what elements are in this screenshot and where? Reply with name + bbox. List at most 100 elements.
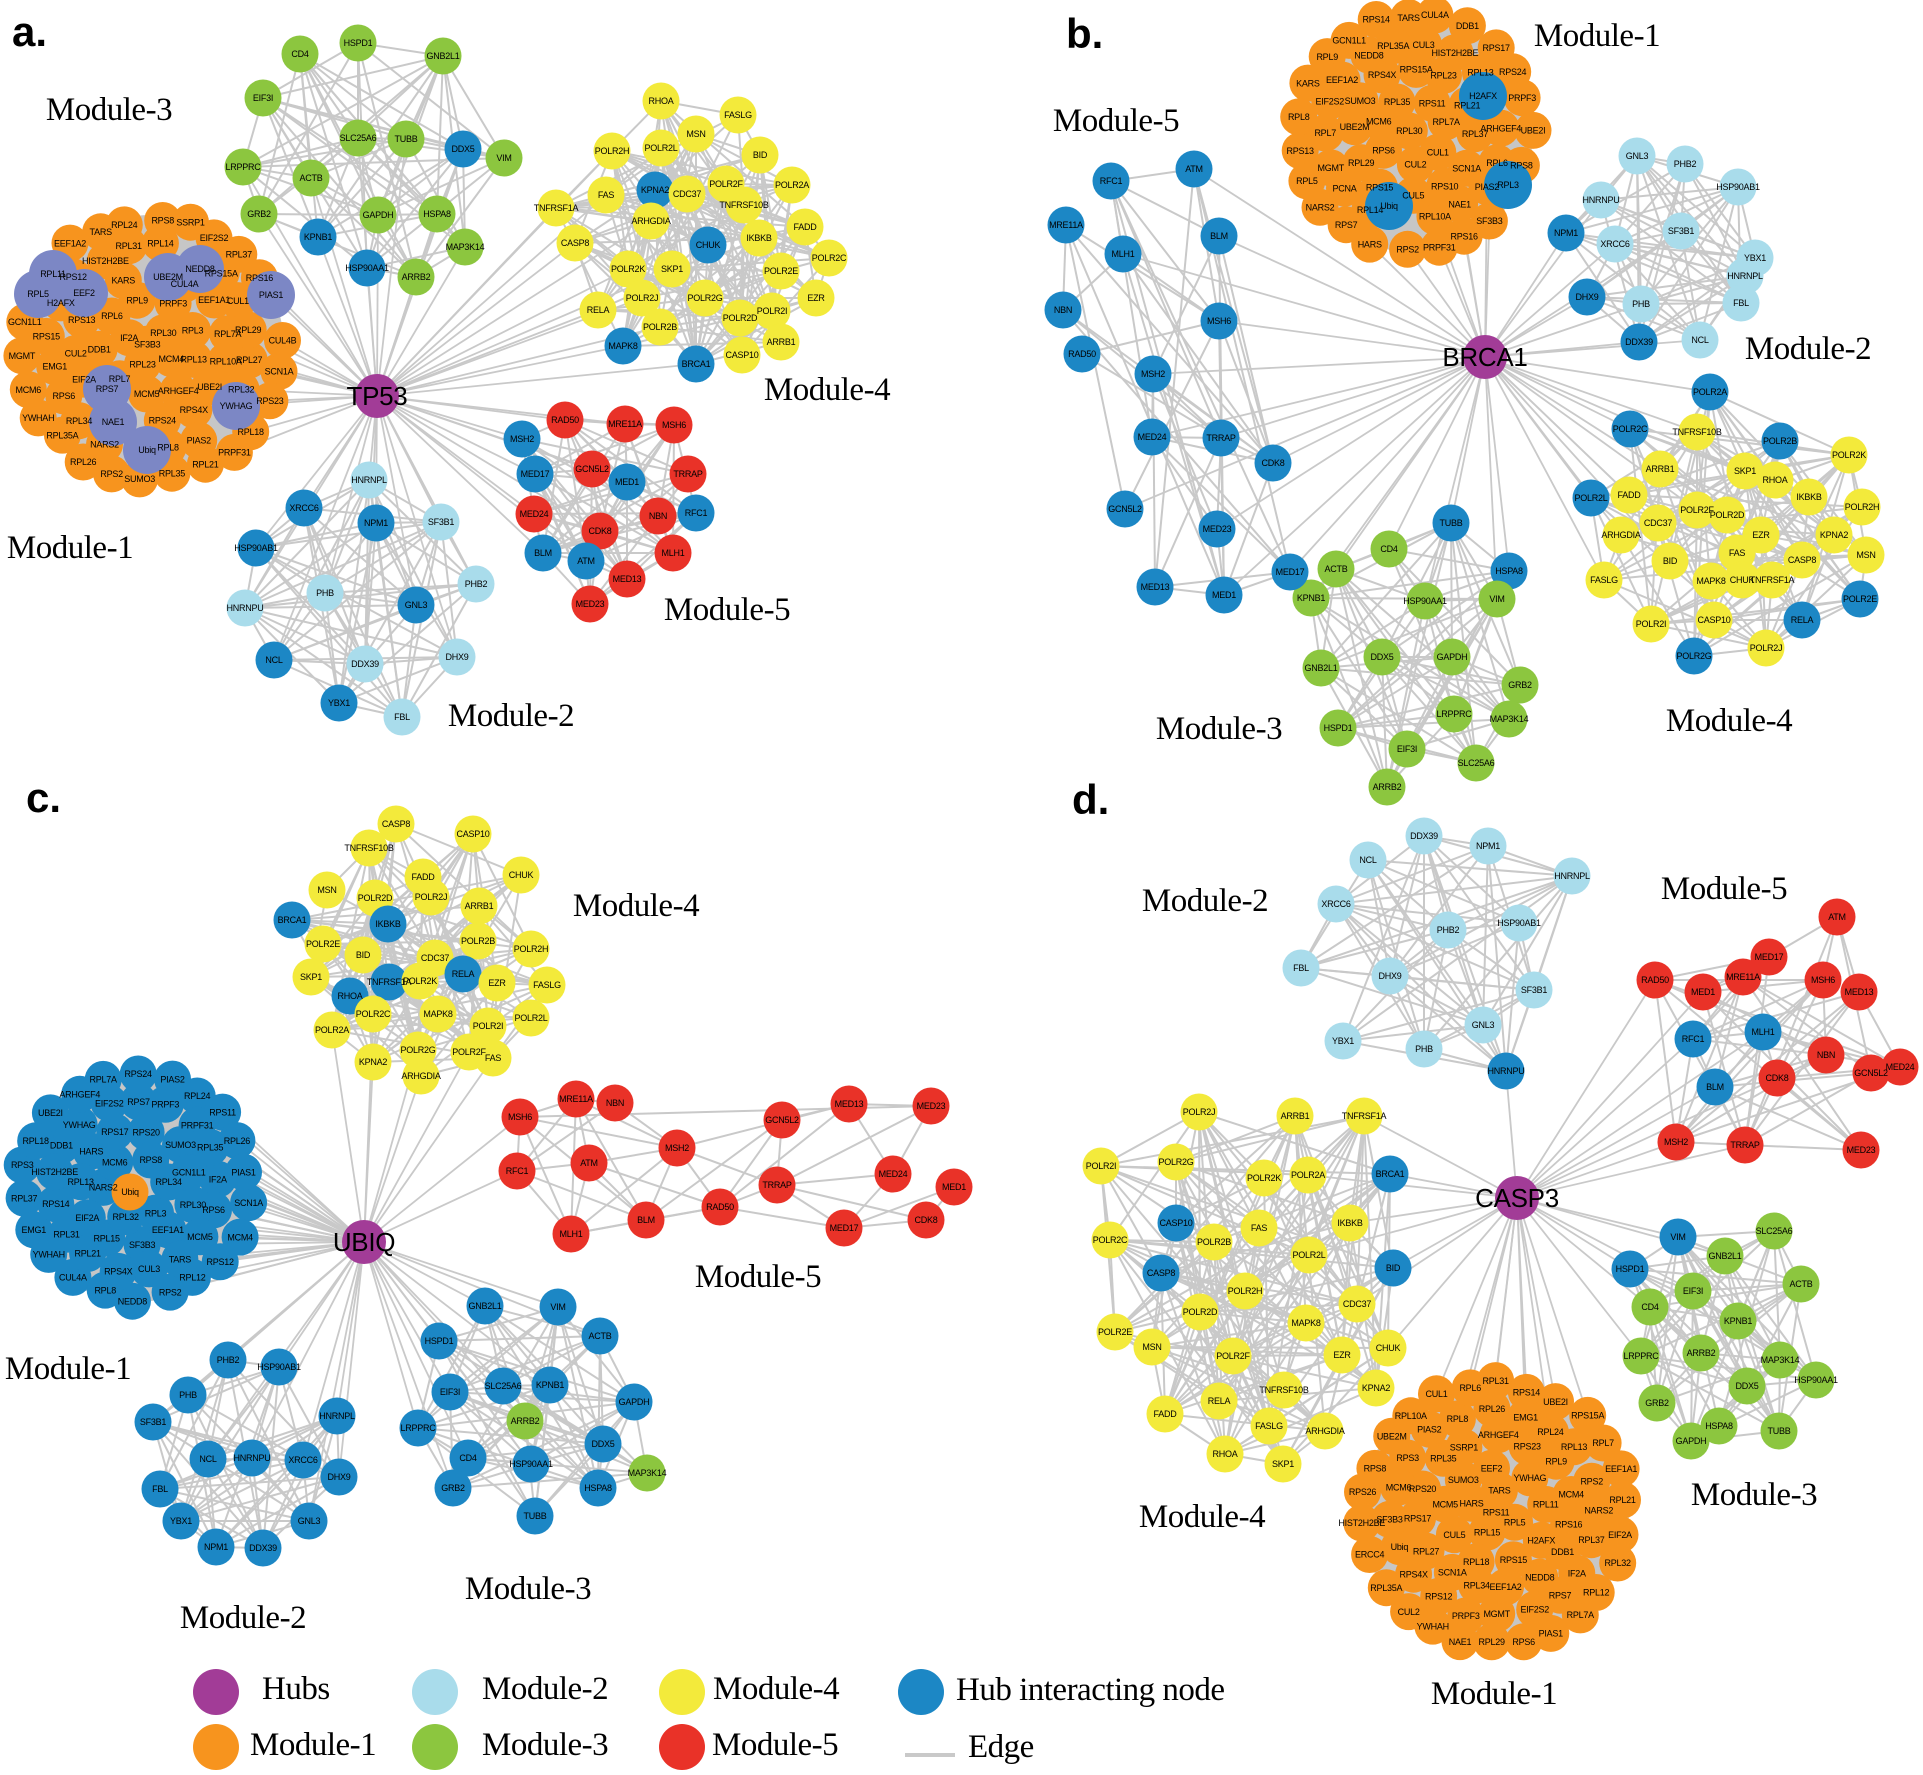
svg-text:HIST2H2BE: HIST2H2BE <box>1432 48 1479 58</box>
svg-text:RAD50: RAD50 <box>1068 349 1096 359</box>
svg-text:MED17: MED17 <box>830 1223 859 1233</box>
svg-text:GNL3: GNL3 <box>405 600 428 610</box>
svg-text:MAP3K14: MAP3K14 <box>1490 714 1529 724</box>
svg-text:UBE2I: UBE2I <box>1543 1397 1568 1407</box>
svg-text:SCN1A: SCN1A <box>265 367 294 377</box>
svg-text:NPM1: NPM1 <box>1554 228 1578 238</box>
svg-text:DDX5: DDX5 <box>451 144 474 154</box>
svg-text:BLM: BLM <box>1706 1082 1724 1092</box>
svg-text:RPS16: RPS16 <box>1555 1519 1583 1529</box>
svg-text:RPL13: RPL13 <box>1561 1442 1588 1452</box>
svg-text:POLR2A: POLR2A <box>775 180 809 190</box>
svg-text:RAD50: RAD50 <box>706 1202 734 1212</box>
svg-text:SUMO3: SUMO3 <box>165 1140 196 1150</box>
svg-text:DDX39: DDX39 <box>249 1543 277 1553</box>
svg-text:POLR2K: POLR2K <box>1247 1173 1281 1183</box>
svg-text:POLR2C: POLR2C <box>812 253 847 263</box>
svg-text:HSP90AB1: HSP90AB1 <box>1716 182 1760 192</box>
svg-text:ARRB1: ARRB1 <box>465 901 494 911</box>
svg-text:RPL32: RPL32 <box>228 385 255 395</box>
svg-text:RHOA: RHOA <box>337 991 362 1001</box>
svg-text:PIAS2: PIAS2 <box>160 1074 185 1084</box>
svg-text:EMG1: EMG1 <box>42 362 67 372</box>
svg-text:NBN: NBN <box>606 1098 624 1108</box>
svg-text:RPL24: RPL24 <box>184 1091 211 1101</box>
svg-text:PIAS1: PIAS1 <box>259 290 284 300</box>
svg-text:RPL32: RPL32 <box>113 1212 140 1222</box>
svg-text:MLH1: MLH1 <box>1111 249 1134 259</box>
svg-text:PHB2: PHB2 <box>1674 159 1697 169</box>
svg-text:RELA: RELA <box>1208 1396 1231 1406</box>
svg-text:NCL: NCL <box>1691 335 1708 345</box>
svg-text:MAPK8: MAPK8 <box>423 1009 453 1019</box>
svg-text:CUL4A: CUL4A <box>1421 10 1449 20</box>
svg-text:RPS26: RPS26 <box>1349 1487 1377 1497</box>
svg-text:RPS8: RPS8 <box>1510 161 1533 171</box>
svg-text:CUL1: CUL1 <box>1427 148 1449 158</box>
svg-text:FASLG: FASLG <box>1590 575 1618 585</box>
svg-text:Module-4: Module-4 <box>1666 703 1792 739</box>
svg-text:HNRNPL: HNRNPL <box>1554 871 1590 881</box>
svg-text:DDX5: DDX5 <box>1370 652 1393 662</box>
svg-text:RAD50: RAD50 <box>551 415 579 425</box>
svg-text:NBN: NBN <box>649 511 667 521</box>
svg-text:HSPA8: HSPA8 <box>1495 566 1523 576</box>
svg-text:RPS8: RPS8 <box>1364 1464 1387 1474</box>
svg-text:POLR2J: POLR2J <box>626 293 659 303</box>
svg-text:c.: c. <box>26 774 61 821</box>
svg-text:Hub interacting node: Hub interacting node <box>956 1672 1225 1708</box>
svg-text:RPS17: RPS17 <box>1404 1514 1432 1524</box>
svg-text:RPL15: RPL15 <box>94 1233 121 1243</box>
svg-text:PRPF3: PRPF3 <box>151 1100 179 1110</box>
svg-text:RPL30: RPL30 <box>180 1200 207 1210</box>
svg-text:DDB1: DDB1 <box>50 1141 73 1151</box>
svg-text:RPL8: RPL8 <box>94 1285 116 1295</box>
svg-text:MCM5: MCM5 <box>1432 1499 1458 1509</box>
svg-text:MAPK8: MAPK8 <box>608 341 638 351</box>
svg-text:RPL24: RPL24 <box>1537 1427 1564 1437</box>
svg-text:RPS14: RPS14 <box>42 1199 70 1209</box>
svg-text:UBE2M: UBE2M <box>1340 122 1370 132</box>
svg-text:IKBKB: IKBKB <box>1796 492 1822 502</box>
svg-text:RPS7: RPS7 <box>1549 1590 1572 1600</box>
svg-text:RPS4X: RPS4X <box>1368 70 1397 80</box>
svg-text:POLR2J: POLR2J <box>1750 643 1783 653</box>
svg-text:DDB1: DDB1 <box>1456 21 1479 31</box>
svg-text:POLR2C: POLR2C <box>1613 424 1648 434</box>
svg-text:FBL: FBL <box>1293 963 1309 973</box>
svg-text:BRCA1: BRCA1 <box>682 359 711 369</box>
svg-text:PIAS2: PIAS2 <box>1475 182 1500 192</box>
svg-text:TRRAP: TRRAP <box>762 1180 791 1190</box>
svg-text:H2AFX: H2AFX <box>47 298 75 308</box>
svg-text:RPL7: RPL7 <box>1592 1438 1614 1448</box>
svg-text:RPL13: RPL13 <box>1467 68 1494 78</box>
svg-text:CASP8: CASP8 <box>561 238 590 248</box>
svg-text:MSN: MSN <box>686 129 705 139</box>
svg-text:RPL29: RPL29 <box>235 325 262 335</box>
svg-text:FADD: FADD <box>1153 1409 1177 1419</box>
svg-text:GCN1L1: GCN1L1 <box>8 317 42 327</box>
svg-text:EIF2A: EIF2A <box>1608 1530 1632 1540</box>
svg-text:GRB2: GRB2 <box>441 1483 465 1493</box>
svg-text:BID: BID <box>753 150 768 160</box>
svg-text:ACTB: ACTB <box>1789 1279 1812 1289</box>
svg-text:RPS7: RPS7 <box>96 384 119 394</box>
svg-text:DHX9: DHX9 <box>1575 292 1598 302</box>
svg-text:FASLG: FASLG <box>1255 1421 1283 1431</box>
svg-text:POLR2G: POLR2G <box>687 293 722 303</box>
svg-text:MED1: MED1 <box>1212 590 1236 600</box>
svg-text:CHUK: CHUK <box>1730 575 1755 585</box>
svg-text:MCM5: MCM5 <box>187 1232 213 1242</box>
svg-text:RPL8: RPL8 <box>157 443 179 453</box>
svg-text:RPS23: RPS23 <box>1514 1442 1542 1452</box>
svg-text:ARHGEF4: ARHGEF4 <box>1480 123 1521 133</box>
svg-text:Module-3: Module-3 <box>1156 711 1282 747</box>
svg-text:SUMO3: SUMO3 <box>1345 96 1376 106</box>
svg-text:RPL21: RPL21 <box>74 1249 101 1259</box>
svg-text:UBE2M: UBE2M <box>153 272 183 282</box>
svg-text:RPS17: RPS17 <box>1483 43 1511 53</box>
svg-text:MRE11A: MRE11A <box>559 1094 593 1104</box>
svg-text:RFC1: RFC1 <box>685 508 708 518</box>
svg-text:SKP1: SKP1 <box>1734 466 1756 476</box>
svg-text:POLR2K: POLR2K <box>403 976 437 986</box>
